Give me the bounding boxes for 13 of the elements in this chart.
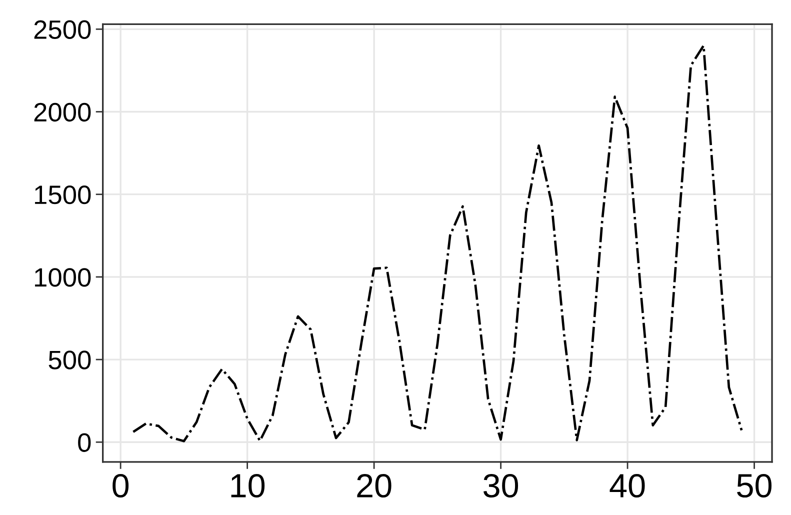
y-tick-label: 500 bbox=[48, 350, 91, 370]
x-tick-label: 50 bbox=[737, 474, 772, 498]
y-tick-label: 1000 bbox=[35, 268, 91, 287]
y-tick-label: 2500 bbox=[34, 20, 91, 39]
line-series bbox=[132, 44, 743, 442]
y-tick-label: 2000 bbox=[34, 102, 91, 122]
x-tick-label: 20 bbox=[357, 474, 392, 498]
x-tick-label: 40 bbox=[610, 474, 645, 498]
y-tick-label: 1500 bbox=[35, 185, 91, 204]
y-tick-label: 0 bbox=[78, 433, 91, 452]
x-tick-label: 0 bbox=[112, 474, 129, 498]
x-tick-label: 10 bbox=[231, 474, 265, 498]
x-tick-label: 30 bbox=[484, 474, 518, 498]
